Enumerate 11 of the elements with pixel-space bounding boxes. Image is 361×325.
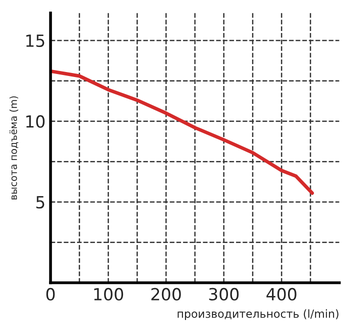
x-tick-label: 400 (266, 288, 296, 301)
y-tick-label: 15 (26, 34, 44, 48)
y-tick-label: 5 (36, 196, 44, 209)
line-series (50, 69, 314, 195)
x-tick-label: 200 (151, 288, 181, 301)
y-axis-title: высота подъёма (m) (10, 96, 18, 200)
x-tick-label: 100 (94, 288, 124, 301)
y-tick-label: 10 (26, 115, 45, 128)
x-tick-label: 0 (46, 288, 55, 301)
x-axis-title: производительность (l/min) (178, 309, 338, 320)
x-tick-label: 300 (209, 288, 239, 301)
